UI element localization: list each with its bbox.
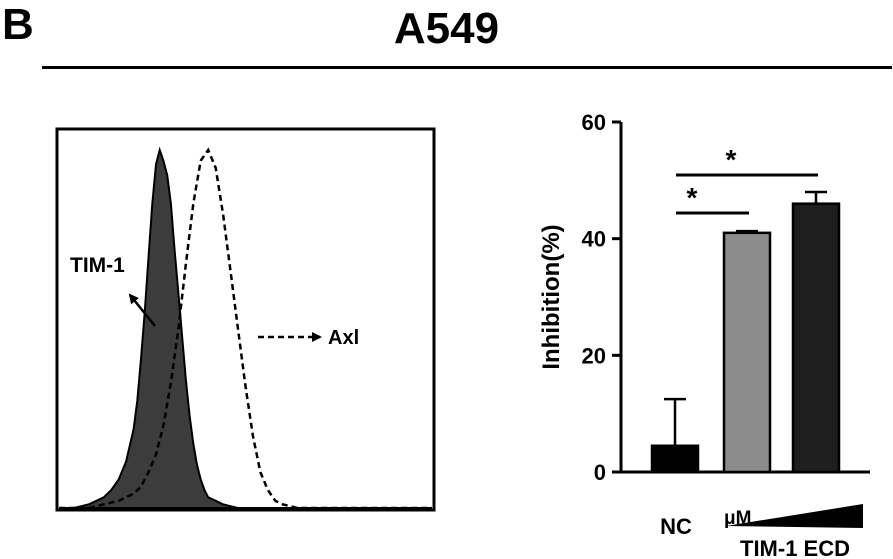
y-tick-label: 0 xyxy=(594,460,606,485)
title-underline xyxy=(42,66,892,69)
y-tick-label: 20 xyxy=(582,343,606,368)
category-label-nc: NC xyxy=(660,514,692,539)
group-label-tim1-ecd: TIM-1 ECD xyxy=(740,536,850,559)
bar-tim1-high xyxy=(791,202,841,474)
flow-histogram: TIM-1 Axl xyxy=(55,127,436,512)
tim1-annotation: TIM-1 xyxy=(70,254,125,277)
significance-star: * xyxy=(687,182,698,213)
panel-label: B xyxy=(2,0,34,49)
cell-line-title: A549 xyxy=(393,4,500,53)
tim1-arrow xyxy=(128,293,156,327)
axl-annotation: Axl xyxy=(328,327,359,349)
histogram-series-tim1 xyxy=(59,146,432,509)
y-tick-label: 40 xyxy=(582,227,606,252)
y-tick-label: 60 xyxy=(582,110,606,135)
y-axis-label: Inhibition(%) xyxy=(538,224,565,369)
significance-star: * xyxy=(726,144,737,175)
histogram-frame xyxy=(55,127,436,512)
bar-tim1-low xyxy=(722,231,772,474)
bar-nc xyxy=(650,444,700,474)
concentration-gradient-wedge xyxy=(726,504,863,528)
histogram-series-axl xyxy=(59,147,432,510)
